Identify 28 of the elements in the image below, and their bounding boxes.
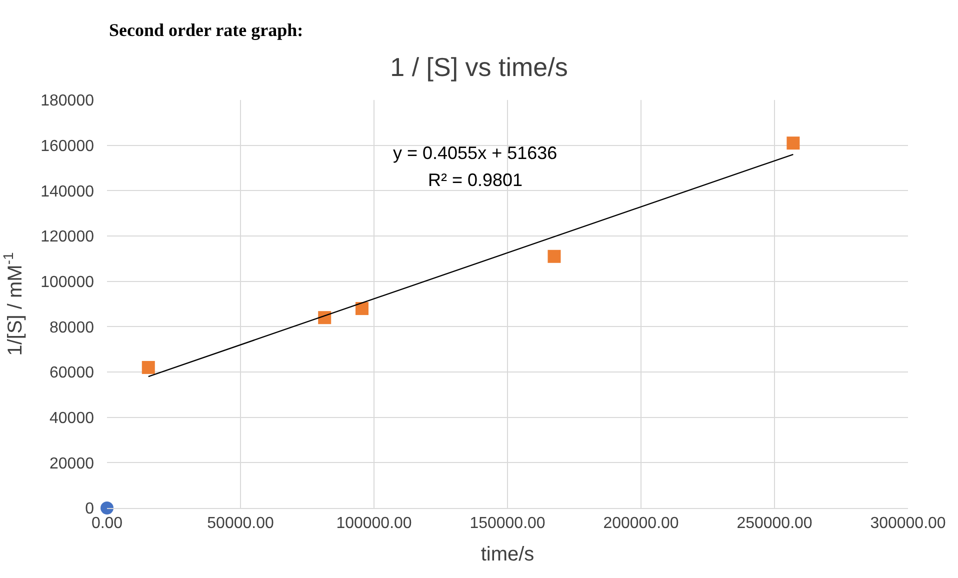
text: Second order rate graph:	[109, 20, 304, 40]
point	[548, 250, 561, 263]
y-tick-label: 40000	[50, 410, 94, 427]
x-tick-label: 50000.00	[207, 515, 274, 532]
y-tick-label: 160000	[40, 138, 94, 155]
point	[318, 311, 332, 324]
chart-title: 1 / [S] vs time/s	[390, 52, 568, 82]
y-tick-label: 60000	[50, 364, 94, 382]
x-tick-label: 200000.00	[603, 515, 679, 532]
x-tick-label: 0.00	[91, 515, 123, 532]
x-tick-label: 150000.00	[470, 515, 546, 532]
x-tick-label: 100000.00	[336, 515, 412, 532]
x-tick-label: 300000.00	[870, 515, 946, 532]
x-tick-label: 250000.00	[736, 515, 812, 532]
point	[786, 136, 800, 150]
annotation: y = 0.4055x + 51636	[393, 143, 558, 163]
y-tick-label: 80000	[50, 319, 94, 336]
y-tick-label: 180000	[40, 92, 94, 110]
point	[100, 502, 114, 514]
y-tick-label: 140000	[40, 183, 94, 200]
y-tick-label: 20000	[50, 455, 94, 472]
x-axis-title: time/s	[480, 544, 534, 566]
y-tick-label: 120000	[40, 228, 94, 246]
y-tick-label: 0	[85, 500, 94, 518]
y-tick-label: 100000	[40, 274, 94, 291]
point	[142, 360, 155, 374]
point	[355, 302, 368, 316]
annotation: R² = 0.9801	[428, 170, 523, 190]
